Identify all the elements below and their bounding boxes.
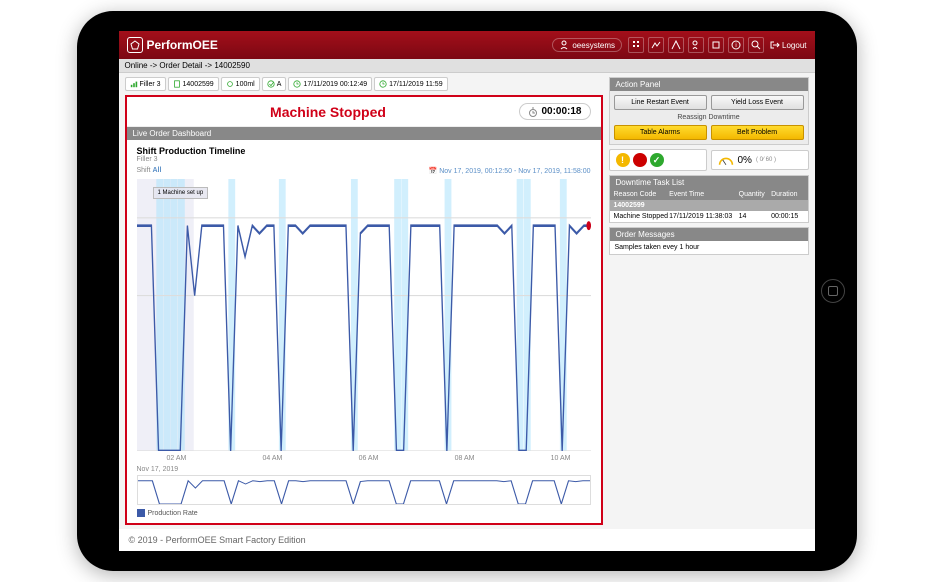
- overview-chart[interactable]: [137, 475, 591, 505]
- task-list: Downtime Task List Reason Code Event Tim…: [609, 175, 809, 223]
- panel-header: Machine Stopped 00:00:18: [127, 97, 601, 127]
- user-name: oeesystems: [572, 41, 615, 50]
- task-row[interactable]: Machine Stopped17/11/2019 11:38:031400:0…: [610, 211, 808, 222]
- main-chart[interactable]: 1 Machine set up: [137, 179, 591, 451]
- info-row: Filler 3 14002599 100ml A 17/11/2019 00:…: [125, 77, 603, 91]
- warn-indicator[interactable]: !: [616, 153, 630, 167]
- logout-button[interactable]: Logout: [770, 40, 806, 50]
- yield-loss-button[interactable]: Yield Loss Event: [711, 95, 804, 110]
- nav-icon-3[interactable]: [668, 37, 684, 53]
- date-range[interactable]: 📅 Nov 17, 2019, 00:12:50 - Nov 17, 2019,…: [429, 167, 591, 175]
- line-restart-button[interactable]: Line Restart Event: [614, 95, 707, 110]
- messages-panel: Order Messages Samples taken evey 1 hour: [609, 227, 809, 255]
- info-icon[interactable]: i: [728, 37, 744, 53]
- table-alarms-button[interactable]: Table Alarms: [614, 125, 707, 140]
- info-order[interactable]: 14002599: [168, 77, 219, 91]
- logo-icon: [127, 37, 143, 53]
- chart-subtitle: Filler 3: [137, 156, 591, 163]
- chart-legend: Production Rate: [137, 509, 591, 517]
- main-panel: Machine Stopped 00:00:18 Live Order Dash…: [125, 95, 603, 525]
- status-title: Machine Stopped: [137, 104, 520, 120]
- chart-title: Shift Production Timeline: [137, 146, 591, 156]
- tasklist-header: Reason Code Event Time Quantity Duration: [610, 189, 808, 200]
- reassign-label[interactable]: Reassign Downtime: [614, 114, 804, 121]
- info-start[interactable]: 17/11/2019 00:12:49: [288, 77, 372, 91]
- ok-indicator[interactable]: ✓: [650, 153, 664, 167]
- action-panel-title: Action Panel: [610, 78, 808, 91]
- tasklist-order[interactable]: 14002599: [610, 200, 808, 211]
- footer: © 2019 - PerformOEE Smart Factory Editio…: [119, 529, 815, 551]
- info-now[interactable]: 17/11/2019 11:59: [374, 77, 447, 91]
- nav-icon-2[interactable]: [648, 37, 664, 53]
- right-column: Action Panel Line Restart Event Yield Lo…: [609, 77, 809, 525]
- dashboard-section-title: Live Order Dashboard: [127, 127, 601, 140]
- ipad-frame: PerformOEE oeesystems i Logout Online ->…: [77, 11, 857, 571]
- stop-indicator[interactable]: [633, 153, 647, 167]
- search-icon[interactable]: [748, 37, 764, 53]
- info-grade[interactable]: A: [262, 77, 287, 91]
- chart-area: Shift Production Timeline Filler 3 Shift…: [127, 140, 601, 523]
- oee-gauge[interactable]: 0% ( 0⁄ 60 ): [711, 150, 809, 170]
- app-header: PerformOEE oeesystems i Logout: [119, 31, 815, 59]
- home-button[interactable]: [821, 279, 845, 303]
- chart-tooltip: 1 Machine set up: [153, 187, 209, 199]
- action-panel: Action Panel Line Restart Event Yield Lo…: [609, 77, 809, 145]
- left-column: Filler 3 14002599 100ml A 17/11/2019 00:…: [125, 77, 603, 525]
- status-row: ! ✓ 0% ( 0⁄ 60 ): [609, 149, 809, 171]
- user-badge[interactable]: oeesystems: [552, 38, 622, 52]
- downtime-timer: 00:00:18: [519, 103, 590, 120]
- belt-problem-button[interactable]: Belt Problem: [711, 125, 804, 140]
- app-screen: PerformOEE oeesystems i Logout Online ->…: [119, 31, 815, 551]
- nav-icon-5[interactable]: [708, 37, 724, 53]
- tasklist-title: Downtime Task List: [610, 176, 808, 189]
- content: Filler 3 14002599 100ml A 17/11/2019 00:…: [119, 73, 815, 529]
- message-text: Samples taken evey 1 hour: [610, 241, 808, 254]
- nav-icon-1[interactable]: [628, 37, 644, 53]
- breadcrumb[interactable]: Online -> Order Detail -> 14002590: [119, 59, 815, 73]
- nav-icon-4[interactable]: [688, 37, 704, 53]
- header-icons: i: [628, 37, 764, 53]
- info-size[interactable]: 100ml: [221, 77, 260, 91]
- messages-title: Order Messages: [610, 228, 808, 241]
- status-indicators: ! ✓: [609, 149, 707, 171]
- brand-title: PerformOEE: [147, 38, 218, 52]
- svg-text:i: i: [735, 43, 736, 49]
- info-line[interactable]: Filler 3: [125, 77, 166, 91]
